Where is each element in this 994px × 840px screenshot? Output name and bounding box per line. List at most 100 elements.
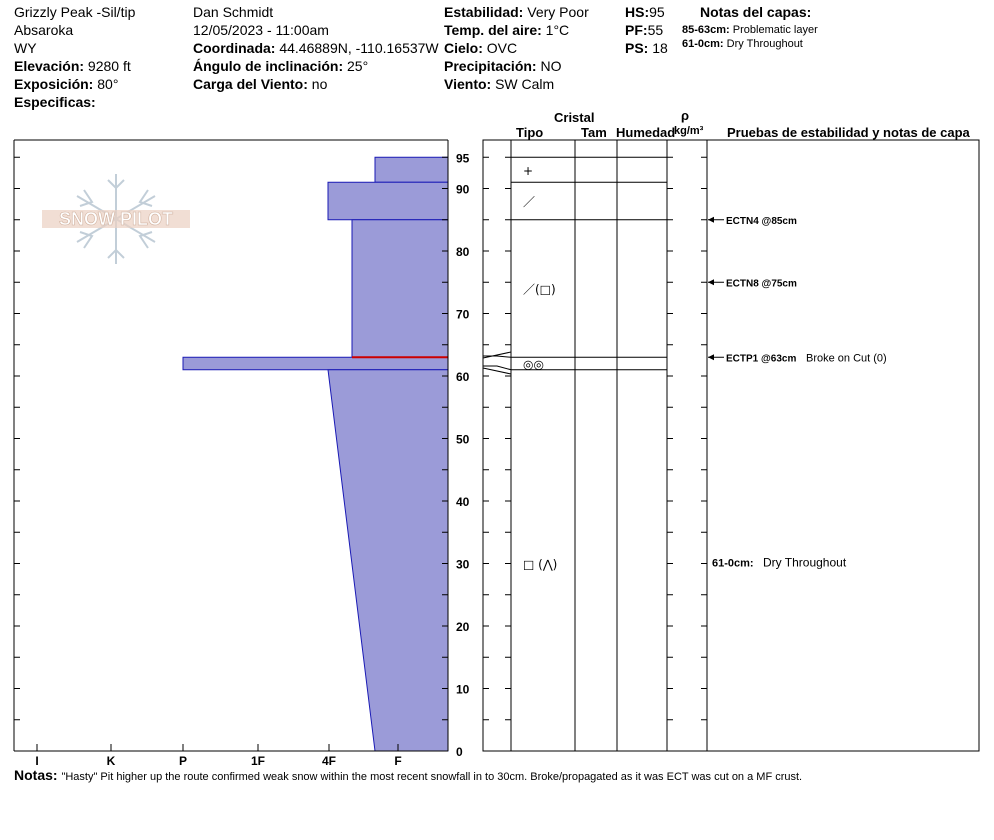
col-tests: Pruebas de estabilidad y notas de capa xyxy=(727,125,970,140)
depth-label: 20 xyxy=(456,620,470,634)
location-name: Grizzly Peak -Sil/tip xyxy=(14,4,136,20)
depth-label: 80 xyxy=(456,245,470,259)
wind-value: SW Calm xyxy=(495,76,555,92)
col-humedad: Humedad xyxy=(616,125,676,140)
col-tipo: Tipo xyxy=(516,125,544,140)
coordinate-value: 44.46889N, -110.16537W xyxy=(279,40,439,56)
crystal-symbols: + ／ ／(□) ◎◎ □ (⋀) xyxy=(523,164,557,572)
hardness-layer-4 xyxy=(182,356,449,371)
crystal-symbol: ◎◎ xyxy=(523,358,544,372)
hardness-layers xyxy=(182,156,449,752)
layer-note-1: 85-63cm: Problematic layer xyxy=(682,24,818,37)
ps-label: PS: xyxy=(625,40,649,56)
aspect-label: Exposición: xyxy=(14,76,94,92)
hardness-label: I xyxy=(35,754,38,768)
crystal-symbol: ／(□) xyxy=(523,283,556,297)
elevation-label: Elevación: xyxy=(14,58,85,74)
stability-tests: ECTN4 @85cm ECTN8 @75cm ECTP1 @63cm Broke o… xyxy=(708,216,887,570)
snowpilot-logo-text: SNOW PILOT xyxy=(59,209,173,229)
sky-row: Cielo: OVC xyxy=(444,40,517,56)
pf-row: PF:55 xyxy=(625,22,663,38)
test-arrow-head xyxy=(708,354,714,361)
airtemp-label: Temp. del aire: xyxy=(444,22,542,38)
hardness-label: K xyxy=(107,754,116,768)
notes-text: "Hasty" Pit higher up the route confirme… xyxy=(61,771,803,783)
elevation-row: Elevación: 9280 ft xyxy=(14,58,131,74)
layer-note-2-text: Dry Throughout xyxy=(726,38,803,50)
windload-value: no xyxy=(311,76,328,92)
hardness-label: 4F xyxy=(322,754,336,768)
layer-note-1-text: Problematic layer xyxy=(732,24,818,36)
crystal-symbol: □ (⋀) xyxy=(523,558,557,572)
depth-label: 50 xyxy=(456,433,470,447)
layer-connector xyxy=(482,351,512,359)
datetime: 12/05/2023 - 11:00am xyxy=(193,22,329,38)
windload-row: Carga del Viento: no xyxy=(193,76,327,92)
col-density-unit: kg/m³ xyxy=(674,125,704,137)
hardness-layer-2 xyxy=(327,181,449,221)
ps-value: 18 xyxy=(652,40,668,56)
depth-label: 90 xyxy=(456,183,470,197)
test-label: ECTN4 @85cm xyxy=(726,216,797,227)
slope-row: Ángulo de inclinación: 25° xyxy=(193,58,368,74)
layer-boundary-lines xyxy=(482,156,667,375)
hs-value: 95 xyxy=(649,4,665,20)
col-tam: Tam xyxy=(581,125,607,140)
layer-connector xyxy=(482,367,512,375)
slope-value: 25° xyxy=(347,58,369,74)
hs-label: HS: xyxy=(625,4,650,20)
state: WY xyxy=(14,40,37,56)
precip-row: Precipitación: NO xyxy=(444,58,561,74)
precip-label: Precipitación: xyxy=(444,58,537,74)
test-label: ECTP1 @63cm xyxy=(726,353,796,364)
coordinate-row: Coordinada: 44.46889N, -110.16537W xyxy=(193,40,439,56)
specifics-label: Especificas: xyxy=(14,94,96,110)
depth-label: 0 xyxy=(456,745,463,759)
hardness-axis: I K P 1F 4F F xyxy=(35,744,402,768)
wind-label: Viento: xyxy=(444,76,492,92)
layer-note-1-range: 85-63cm: xyxy=(682,24,730,36)
layer-note-2-range: 61-0cm: xyxy=(682,38,724,50)
ps-row: PS: 18 xyxy=(625,40,668,56)
notes-label: Notas: xyxy=(14,767,58,783)
stability-value: Very Poor xyxy=(527,4,589,20)
aspect-row: Exposición: 80° xyxy=(14,76,118,92)
test-arrow-head xyxy=(708,216,714,223)
depth-ticks-right xyxy=(483,156,707,752)
hardness-label: P xyxy=(179,754,187,768)
depth-label: 40 xyxy=(456,495,470,509)
depth-axis-labels: 0 10 20 30 40 50 60 70 80 90 95 xyxy=(456,151,470,759)
stability-label: Estabilidad: xyxy=(444,4,524,20)
crystal-symbol: ／ xyxy=(523,195,535,209)
layer-note-text: Dry Throughout xyxy=(763,556,847,570)
hardness-layer-5 xyxy=(327,369,449,752)
elevation-value: 9280 ft xyxy=(87,58,131,74)
test-arrow-head xyxy=(708,279,714,286)
wind-row: Viento: SW Calm xyxy=(444,76,554,92)
windload-label: Carga del Viento: xyxy=(193,76,308,92)
hardness-layer-3 xyxy=(351,219,449,358)
layer-connector xyxy=(483,365,512,371)
depth-label: 60 xyxy=(456,370,470,384)
notes-row: Notas: "Hasty" Pit higher up the route c… xyxy=(14,767,802,785)
col-cristal: Cristal xyxy=(554,110,595,125)
depth-label: 10 xyxy=(456,683,470,697)
airtemp-value: 1°C xyxy=(545,22,570,38)
layer-note-2: 61-0cm: Dry Throughout xyxy=(682,38,803,51)
depth-ticks-left xyxy=(14,156,448,752)
depth-label: 30 xyxy=(456,558,470,572)
coordinate-label: Coordinada: xyxy=(193,40,276,56)
col-rho: ρ xyxy=(681,108,690,123)
layer-connector xyxy=(483,355,512,358)
stability-row: Estabilidad: Very Poor xyxy=(444,4,589,20)
aspect-value: 80° xyxy=(97,76,119,92)
slope-label: Ángulo de inclinación: xyxy=(193,58,344,74)
sky-label: Cielo: xyxy=(444,40,483,56)
precip-value: NO xyxy=(540,58,562,74)
table-frame xyxy=(482,139,980,752)
layer-note-range: 61-0cm: xyxy=(712,558,754,570)
pf-value: 55 xyxy=(647,22,664,38)
hardness-label: F xyxy=(394,754,401,768)
pf-label: PF: xyxy=(625,22,648,38)
